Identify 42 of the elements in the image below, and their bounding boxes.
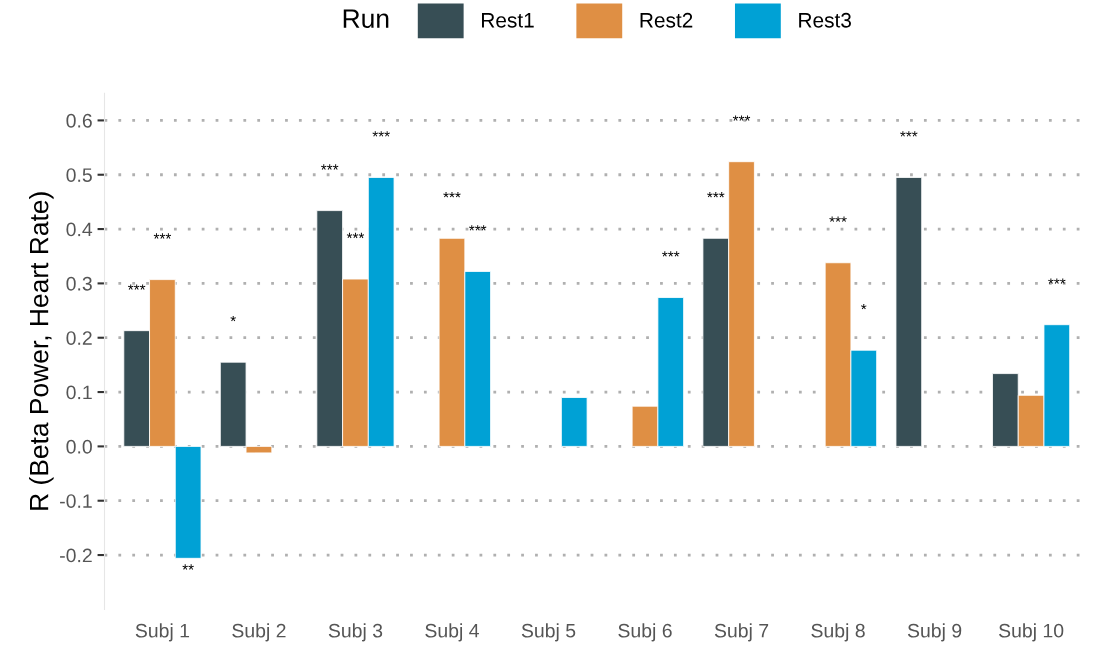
y-tick-label: 0.2: [66, 331, 92, 345]
y-tick-label: 0.3: [66, 276, 92, 291]
data-label: ***: [469, 225, 487, 231]
data-label: ***: [372, 131, 390, 137]
x-tick-label: Subj 4: [425, 623, 479, 642]
y-tick-label: 0.1: [66, 385, 92, 400]
legend-title: Run: [343, 9, 389, 28]
data-label: ***: [900, 131, 918, 137]
y-tick-label: -0.1: [60, 494, 92, 508]
x-tick-label: Subj 5: [521, 623, 576, 642]
data-label: **: [182, 564, 194, 570]
bar: [560, 397, 588, 447]
x-tick-label: Subj 3: [328, 623, 383, 642]
data-label: ***: [732, 115, 751, 121]
x-tick-label: Subj 9: [907, 623, 962, 642]
data-label: ***: [662, 251, 680, 257]
y-tick-label: 0.6: [66, 113, 92, 128]
x-tick-label: Subj 6: [618, 623, 672, 642]
y-tick-label: -0.2: [60, 548, 92, 563]
x-tick-label: Subj 10: [999, 623, 1064, 642]
bar: [895, 177, 923, 447]
data-label: ***: [443, 192, 461, 198]
y-axis-title: R (Beta Power, Heart Rate): [29, 192, 54, 510]
x-tick-label: Subj 8: [811, 623, 865, 642]
data-label: ***: [1048, 278, 1066, 284]
x-tick-label: Subj 2: [232, 623, 286, 642]
x-tick-label: Subj 7: [714, 623, 769, 642]
data-label: *: [230, 315, 236, 322]
y-tick-label: 0.5: [66, 168, 92, 182]
data-label: ***: [346, 232, 365, 239]
legend-label: Rest2: [640, 12, 693, 28]
data-label: ***: [707, 192, 725, 198]
data-label: ***: [321, 164, 339, 170]
legend-label: Rest1: [482, 13, 534, 28]
legend-label: Rest3: [799, 12, 851, 28]
y-tick-label: 0.0: [66, 439, 92, 454]
data-label: ***: [153, 233, 172, 239]
x-tick-label: Subj 1: [135, 623, 190, 642]
data-label: ***: [829, 216, 847, 222]
data-label: ***: [128, 284, 146, 290]
y-tick-label: 0.4: [66, 222, 93, 237]
data-label: *: [861, 303, 867, 310]
